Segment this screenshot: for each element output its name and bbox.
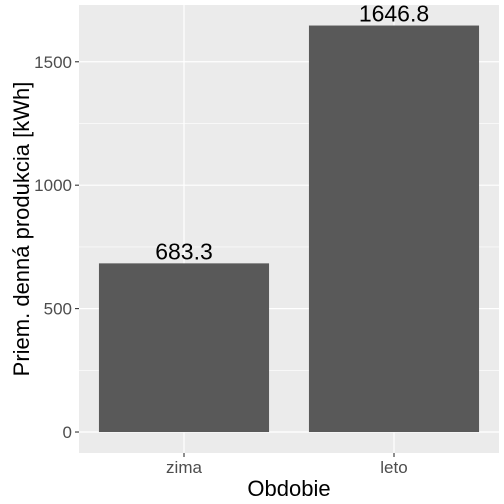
bars [98, 25, 480, 433]
x-tick-label: leto [380, 458, 407, 477]
y-axis: 0 500 1000 1500 [34, 53, 79, 442]
y-tick-label: 1000 [34, 176, 72, 195]
y-tick-label: 500 [44, 300, 72, 319]
bar-leto [308, 25, 480, 433]
y-tick-label: 1500 [34, 53, 72, 72]
x-tick-label: zima [166, 458, 202, 477]
y-tick-label: 0 [63, 423, 72, 442]
data-label-zima: 683.3 [155, 238, 213, 264]
x-axis: zima leto [166, 453, 408, 477]
data-label-leto: 1646.8 [359, 1, 429, 27]
data-labels: 683.3 1646.8 [155, 1, 429, 265]
x-axis-title: Obdobie [247, 476, 330, 501]
bar-zima [98, 263, 270, 433]
y-axis-title: Priem. denná produkcia [kWh] [9, 82, 34, 377]
